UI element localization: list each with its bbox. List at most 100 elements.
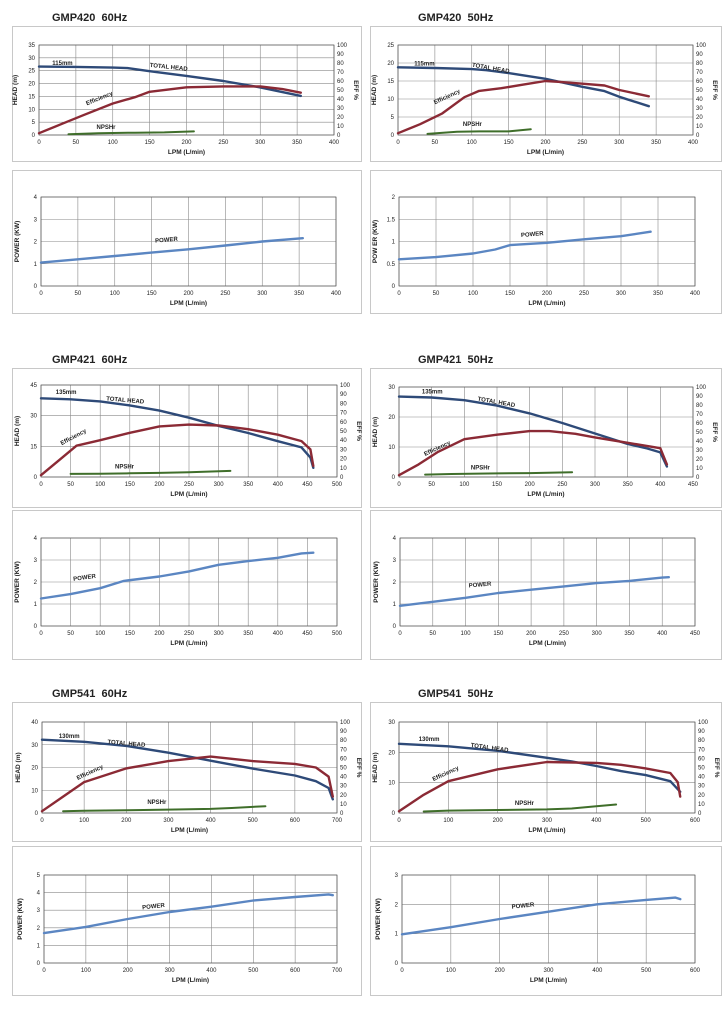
y2-tick-label: 50	[337, 88, 344, 94]
x-tick-label: 50	[73, 140, 80, 146]
y2-tick-label: 40	[337, 97, 344, 103]
y2-tick-label: 10	[337, 124, 344, 130]
y2-tick-label: 70	[337, 70, 344, 76]
x-axis-label: LPM (L/min)	[528, 827, 565, 834]
x-tick-label: 300	[590, 482, 601, 488]
power-chart-gmp421-50: 0 50 100 150 200 250 300 350 400 450 0 1 2 3 4 LPM (L/m…	[370, 510, 722, 660]
y-tick-label: 4	[37, 891, 41, 897]
plot-frame	[41, 721, 338, 814]
chart-title-gmp541-50: GMP541 50Hz	[418, 688, 494, 700]
x-tick-label: 150	[505, 291, 516, 297]
x-axis-label: LPM (L/min)	[530, 977, 567, 984]
y2-tick-label: 40	[696, 97, 703, 103]
annotation-label: POWER	[468, 581, 492, 589]
y2-tick-label: 20	[696, 115, 703, 121]
y2-tick-label: 90	[698, 729, 705, 735]
plot-frame	[398, 196, 696, 287]
x-tick-label: 0	[400, 968, 404, 974]
x-tick-label: 0	[397, 482, 401, 488]
annotation-label: NPSHr	[115, 464, 135, 470]
x-tick-label: 0	[40, 818, 44, 824]
x-tick-label: 200	[542, 291, 553, 297]
x-tick-label: 350	[294, 291, 305, 297]
annotation-label: TOTAL HEAD	[106, 396, 145, 405]
y2-tick-label: 70	[696, 412, 703, 418]
y-tick-label: 30	[28, 56, 35, 62]
y-tick-label: 0	[34, 475, 38, 481]
plot-frame	[43, 874, 338, 964]
y-tick-label: 25	[387, 43, 394, 49]
series-line-power	[400, 896, 682, 936]
x-tick-label: 100	[95, 482, 106, 488]
x-tick-label: 500	[248, 968, 259, 974]
x-tick-label: 0	[396, 140, 400, 146]
x-tick-label: 0	[398, 631, 402, 637]
x-tick-label: 100	[110, 291, 121, 297]
annotation-label: 135mm	[56, 390, 77, 396]
y2-tick-label: 90	[340, 729, 347, 735]
y2-tick-label: 40	[340, 438, 347, 444]
y2-tick-label: 30	[698, 784, 705, 790]
x-tick-label: 200	[525, 482, 536, 488]
x-tick-label: 0	[39, 291, 43, 297]
y-tick-label: 20	[388, 750, 395, 756]
y2-tick-label: 0	[696, 133, 700, 139]
x-tick-label: 500	[641, 818, 652, 824]
chart-svg: 0 50 100 150 200 250 300 350 400 4500102030010203…	[372, 385, 718, 498]
x-tick-label: 700	[332, 968, 343, 974]
chart-svg: 0 50 100 150 200 250 300 350 4000510152025010203…	[371, 43, 718, 156]
y-tick-label: 0	[392, 811, 396, 817]
x-tick-label: 400	[657, 631, 668, 637]
x-tick-label: 350	[653, 291, 664, 297]
x-tick-label: 400	[591, 818, 602, 824]
annotation-label: 135mm	[422, 390, 443, 396]
y2-tick-label: 0	[340, 811, 344, 817]
power-chart-gmp420-60: 0 50 100 150 200 250 300 350 400 0 1 2 3 4 LPM (L/min)…	[12, 170, 362, 314]
series-line-efficiency	[39, 423, 315, 477]
x-tick-label: 350	[651, 140, 662, 146]
y2-tick-label: 100	[337, 43, 348, 49]
y-tick-label: 1	[34, 262, 38, 268]
x-tick-label: 150	[147, 291, 158, 297]
power-chart-gmp421-60: 0 50 100 150 200 250 300 350 400 450 500 0 1 2 3 4 LPM (…	[12, 510, 362, 660]
x-tick-label: 600	[290, 818, 301, 824]
x-axis-label: LPM (L/min)	[529, 640, 566, 647]
y-tick-label: 0	[37, 961, 41, 967]
series-line-npshr	[422, 803, 618, 813]
x-tick-label: 200	[154, 631, 165, 637]
y-tick-label: 30	[30, 414, 37, 420]
series-line-efficiency	[397, 760, 682, 813]
x-tick-label: 50	[433, 291, 440, 297]
x-tick-label: 50	[67, 482, 74, 488]
y2-tick-label: 20	[337, 115, 344, 121]
x-tick-label: 200	[123, 968, 134, 974]
x-tick-label: 600	[290, 968, 301, 974]
chart-svg: 0 50 100 150 200 250 300 350 400 450 500 0 1 2 3 4 LPM (…	[14, 536, 343, 647]
y-tick-label: 4	[34, 195, 38, 201]
plot-frame	[38, 44, 335, 136]
grid	[397, 44, 694, 136]
y2-tick-label: 100	[696, 385, 707, 391]
y2-tick-label: 70	[340, 411, 347, 417]
y2-tick-label: 90	[696, 394, 703, 400]
y2-tick-label: 100	[340, 383, 351, 389]
x-tick-label: 100	[443, 818, 454, 824]
series-line-total-head	[396, 66, 650, 108]
x-tick-label: 450	[302, 482, 313, 488]
x-tick-label: 300	[214, 631, 225, 637]
y2-tick-label: 90	[340, 392, 347, 398]
y-tick-label: 0	[391, 133, 395, 139]
x-tick-label: 200	[540, 140, 551, 146]
annotation-label: NPSHr	[147, 800, 167, 806]
y-tick-label: 2	[395, 902, 399, 908]
x-tick-label: 0	[397, 818, 401, 824]
y-tick-label: 5	[391, 115, 395, 121]
series-line-power	[42, 893, 334, 935]
y-axis-label: HEAD (m)	[15, 752, 22, 782]
y-tick-label: 3	[395, 873, 399, 879]
annotation-label: TOTAL HEAD	[107, 740, 146, 749]
y-tick-label: 10	[388, 445, 395, 451]
series-line-npshr	[426, 128, 532, 135]
y2-tick-label: 80	[698, 738, 705, 744]
annotation-label: 115mm	[414, 62, 434, 68]
